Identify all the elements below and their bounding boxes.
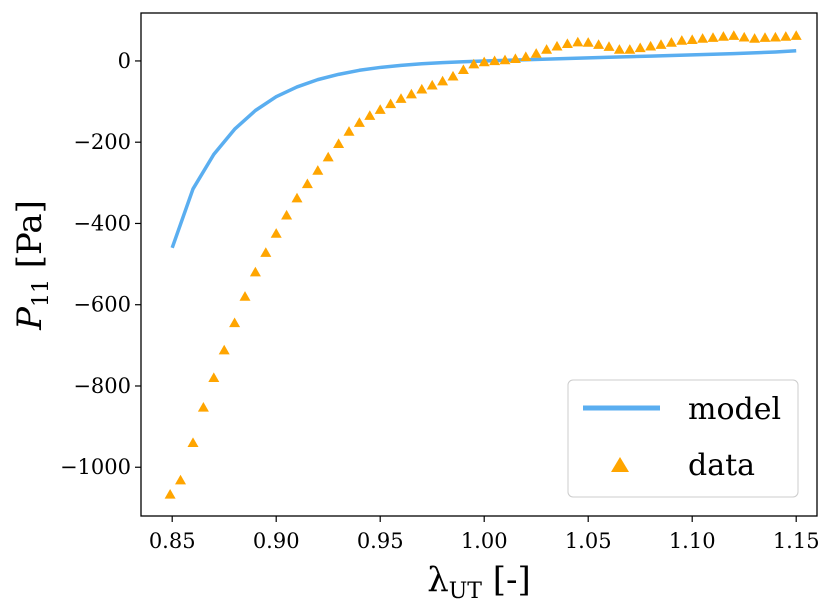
series-data-point: [343, 126, 355, 136]
series-data-point: [447, 70, 459, 81]
series-data-point: [218, 344, 230, 355]
series-data-point: [749, 33, 761, 43]
x-axis-title: λUT [-]: [427, 560, 531, 604]
series-data-point: [437, 75, 449, 86]
y-tick-label: −200: [73, 130, 131, 154]
series-data-point: [281, 209, 293, 220]
series-data-point: [260, 247, 272, 257]
y-tick-label: −400: [73, 211, 131, 235]
y-axis: 0 −200 −400 −600 −800 −1000: [60, 49, 141, 479]
series-data-point: [416, 83, 428, 94]
series-data-point: [229, 317, 241, 328]
y-tick-label: −800: [73, 374, 131, 398]
legend-data-label: data: [688, 448, 755, 483]
series-data-point: [164, 488, 176, 499]
legend: model data: [567, 379, 799, 498]
legend-data-swatch: [611, 457, 629, 472]
series-data-point: [312, 165, 324, 175]
series-data-point: [364, 110, 376, 120]
series-data-point: [457, 64, 469, 75]
series-data-point: [790, 30, 802, 40]
y-axis-title-base: P: [10, 306, 50, 331]
series-data-point: [509, 53, 521, 64]
series-data-point: [530, 48, 542, 58]
series-data-point: [468, 58, 480, 69]
series-model-line: [170, 49, 797, 249]
x-tick-label: 0.85: [149, 529, 196, 553]
x-tick-label: 1.00: [461, 529, 508, 553]
series-data-point: [405, 88, 417, 99]
series-data-point: [624, 44, 636, 54]
series-data-point: [301, 178, 313, 189]
series-data-point: [208, 372, 220, 382]
series-data-point: [759, 32, 771, 42]
x-tick-label: 0.90: [253, 529, 300, 553]
x-axis: 0.85 0.90 0.95 1.00 1.05 1.10 1.15: [149, 516, 820, 553]
series-data-point: [385, 98, 397, 109]
y-axis-title: P11 [Pa]: [10, 200, 54, 331]
series-data-point: [769, 31, 781, 42]
series-data-point: [541, 44, 553, 54]
series-data-point: [634, 42, 646, 53]
series-data-point: [426, 79, 438, 90]
series-data-point: [499, 54, 511, 65]
legend-model-label: model: [688, 392, 781, 427]
series-data-point: [322, 151, 334, 162]
series-data-point: [697, 33, 709, 43]
series-data-point: [187, 437, 199, 447]
series-data-point: [291, 192, 303, 203]
series-data-point: [353, 117, 365, 127]
x-axis-title-base: λ: [427, 560, 449, 600]
series-data-point: [489, 55, 501, 66]
x-tick-label: 1.15: [773, 529, 820, 553]
series-data-point: [728, 30, 740, 40]
series-data-point: [738, 31, 750, 42]
series-data-point: [655, 39, 667, 49]
y-tick-label: −1000: [60, 455, 131, 479]
series-data-point: [333, 138, 345, 148]
series-data-point: [780, 31, 792, 41]
x-tick-label: 1.05: [565, 529, 612, 553]
series-data-point: [374, 104, 386, 114]
plot-frame: [140, 12, 818, 517]
series-data-point: [478, 56, 490, 67]
series-data-point: [707, 32, 719, 42]
series-data-point: [520, 51, 532, 62]
series-data-point: [175, 474, 187, 485]
series-data-point: [572, 36, 584, 47]
series-data-point: [561, 38, 573, 49]
x-tick-label: 0.95: [357, 529, 404, 553]
y-tick-label: −600: [73, 293, 131, 317]
series-data-point: [676, 35, 688, 45]
series-data-point: [239, 291, 251, 301]
series-data-point: [551, 40, 563, 51]
series-data-point: [603, 41, 615, 51]
y-tick-label: 0: [118, 49, 131, 73]
plot-area: [164, 30, 802, 499]
series-data-point: [645, 40, 657, 51]
x-axis-title-suffix: [-]: [482, 560, 531, 600]
series-data-point: [665, 37, 677, 47]
y-axis-title-suffix: [Pa]: [10, 200, 50, 279]
series-data-point: [593, 39, 605, 49]
series-data-point: [270, 228, 282, 238]
series-data-point: [613, 44, 625, 54]
series-data-point: [686, 34, 698, 44]
series-data-point: [197, 402, 209, 412]
series-data-point: [717, 31, 729, 41]
series-data-point: [582, 37, 594, 47]
x-tick-label: 1.10: [669, 529, 716, 553]
x-axis-title-sub: UT: [449, 579, 483, 604]
series-data-point: [395, 93, 407, 103]
y-axis-title-sub: 11: [29, 279, 54, 307]
series-data-point: [249, 266, 261, 277]
